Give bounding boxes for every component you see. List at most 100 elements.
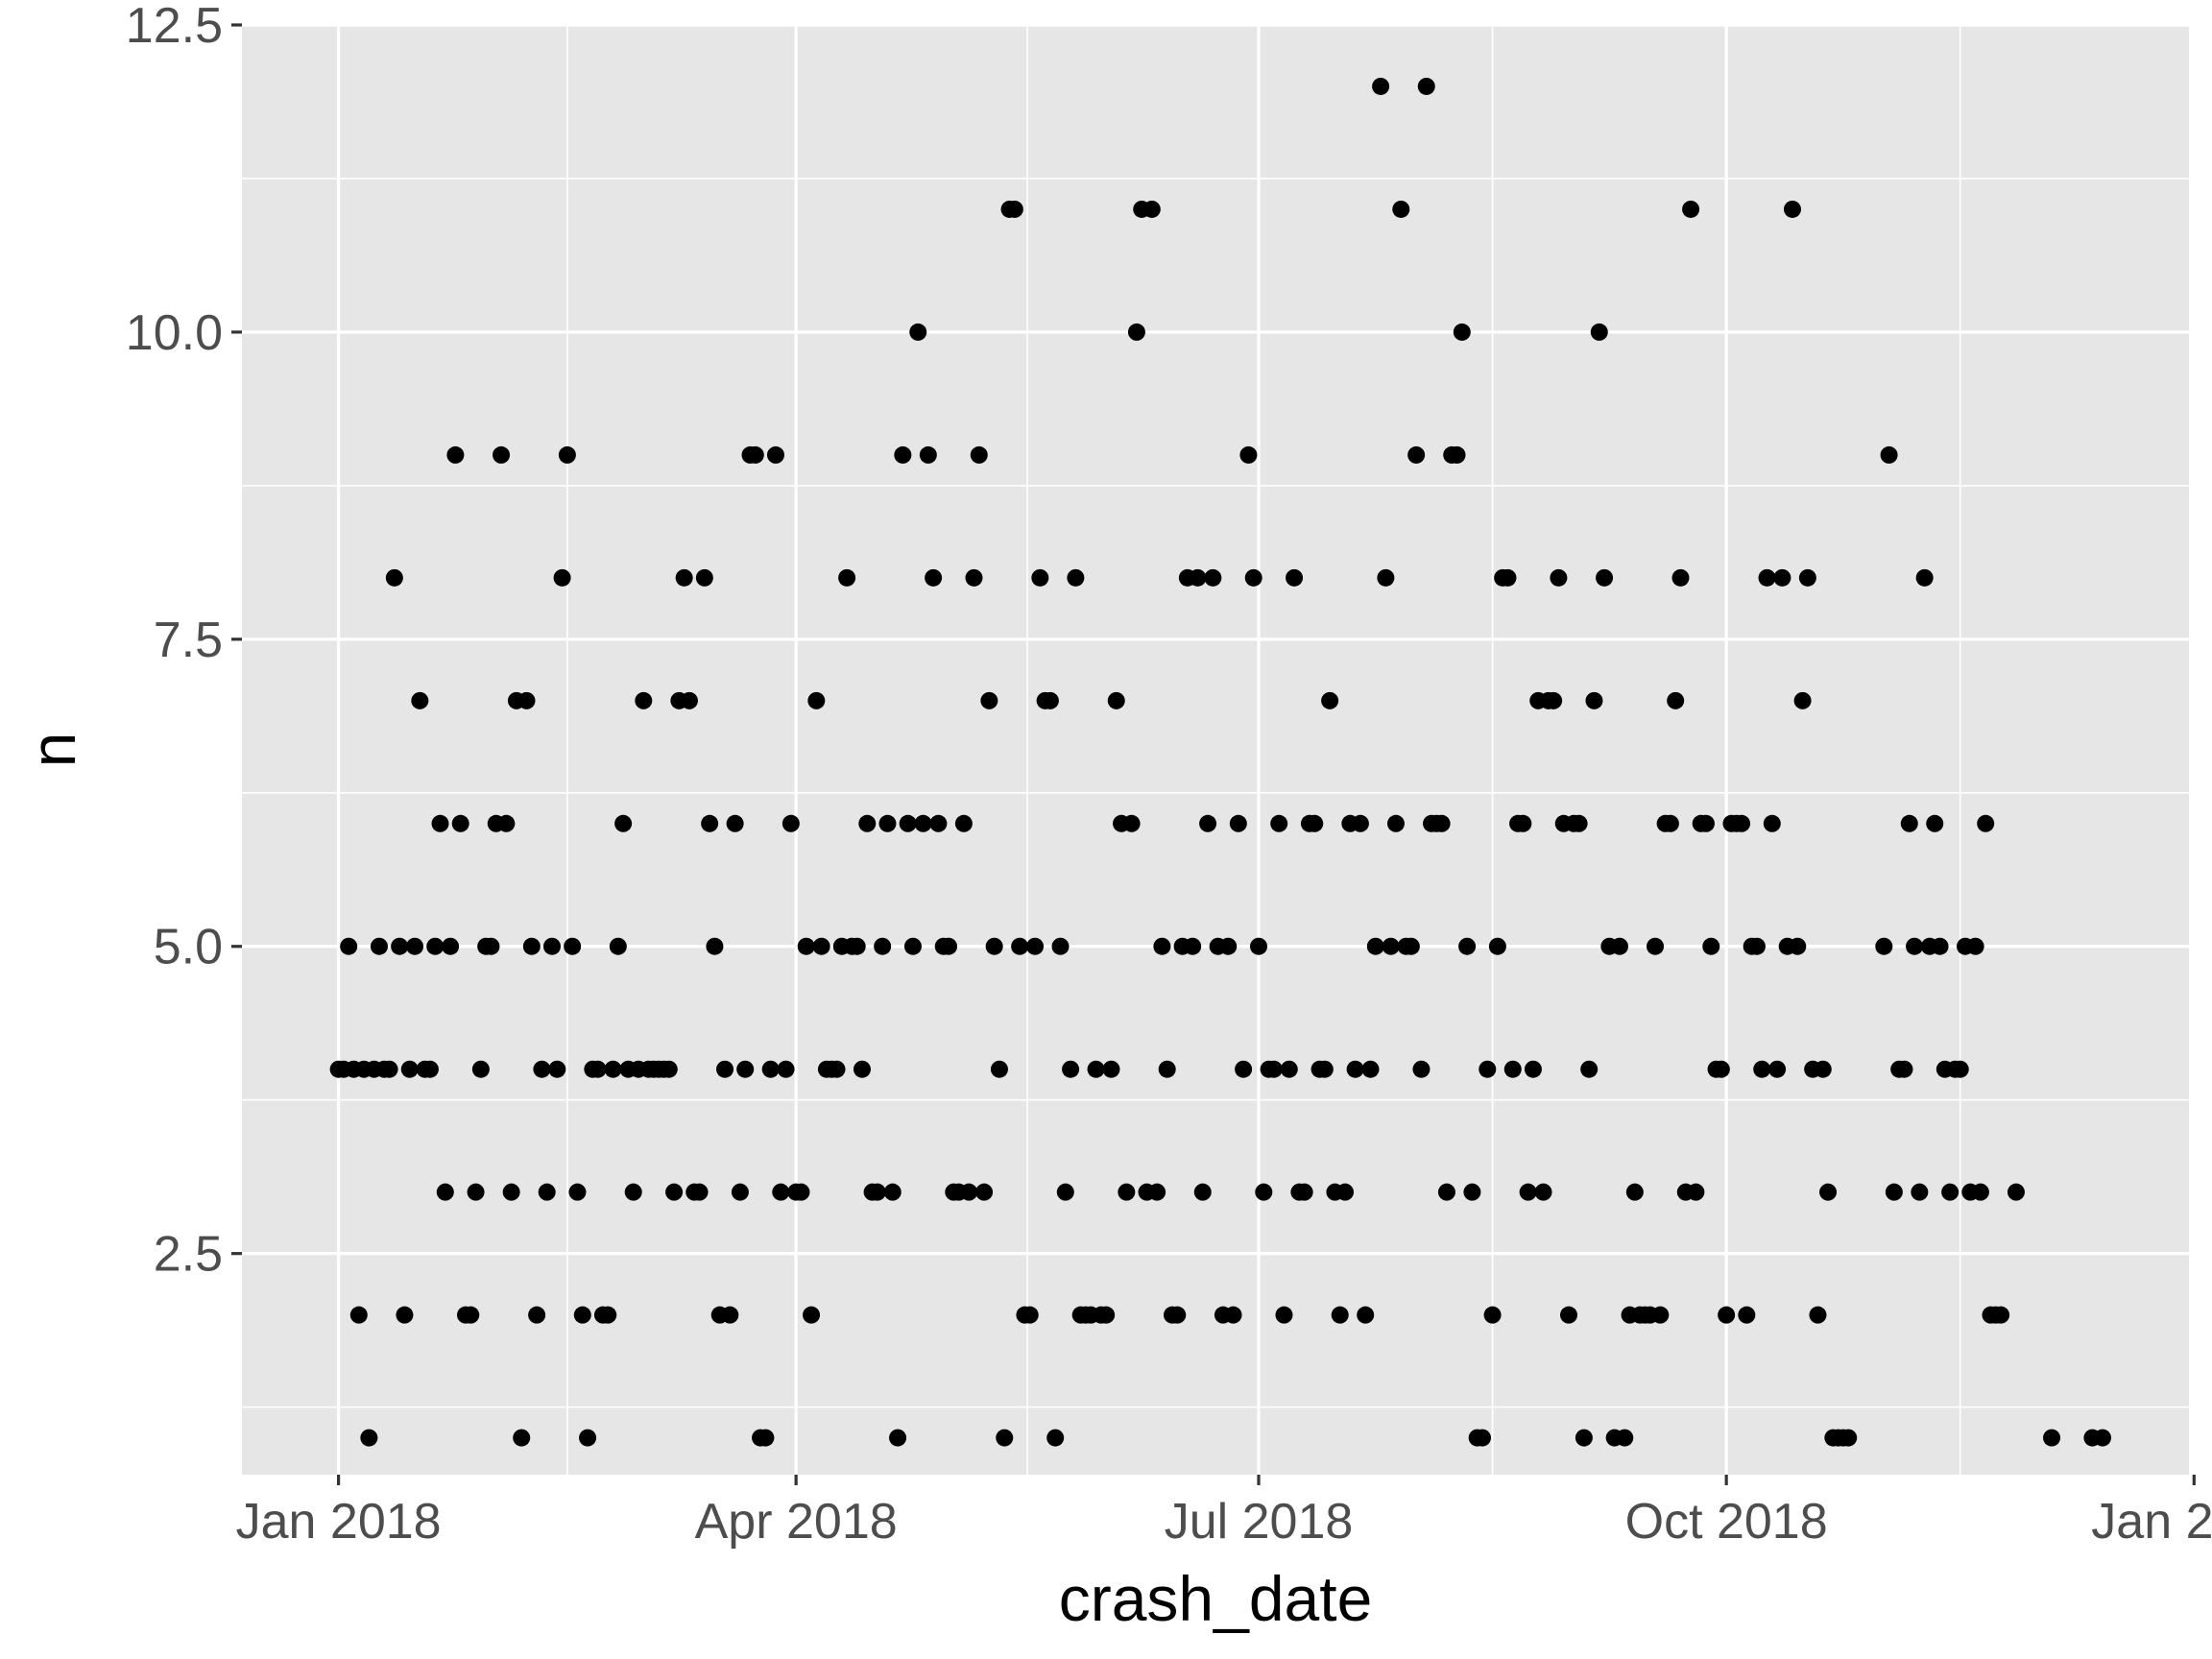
data-point [1783,200,1801,218]
data-point [1239,445,1258,464]
data-point [1361,1060,1380,1078]
data-point [848,937,866,955]
data-point [1931,937,1949,955]
data-point [1199,814,1217,832]
data-point [940,937,958,955]
data-point [1244,568,1262,587]
data-point [1971,1183,1989,1201]
data-point [675,568,693,587]
data-point [1067,568,1085,587]
data-point [1499,568,1517,587]
data-point [385,568,403,587]
data-point [1651,1306,1670,1324]
data-point [1911,1183,1929,1201]
data-point [1488,937,1506,955]
data-point [1056,1183,1074,1201]
data-points [329,77,2111,1447]
grid-minor [242,25,2189,1475]
y-tick-label: 10.0 [126,305,223,361]
data-point [406,937,424,955]
data-point [660,1060,678,1078]
data-point [391,937,409,955]
data-point [1545,691,1563,709]
data-point [1610,937,1628,955]
data-point [1590,323,1608,341]
data-point [1280,1060,1298,1078]
data-point [589,1060,607,1078]
data-point [548,1060,566,1078]
data-point [878,814,897,832]
data-point [462,1306,480,1324]
data-point [1733,814,1751,832]
data-point [1473,1429,1491,1447]
data-point [1503,1060,1522,1078]
data-point [716,1060,734,1078]
data-point [497,814,516,832]
data-point [1087,1060,1105,1078]
data-point [1386,814,1405,832]
data-point [1819,1183,1838,1201]
data-point [838,568,856,587]
data-point [868,1183,886,1201]
data-point [568,1183,587,1201]
data-point [1575,1429,1593,1447]
x-tick-label: Jan 2019 [2091,1494,2212,1550]
data-point [731,1183,749,1201]
data-point [665,1183,684,1201]
data-point [874,937,892,955]
data-point [894,445,912,464]
data-point [975,1183,994,1201]
data-point [1122,814,1141,832]
data-point [797,937,815,955]
x-tick-label: Oct 2018 [1625,1494,1828,1550]
data-point [558,445,576,464]
data-point [803,1306,821,1324]
data-point [1839,1429,1858,1447]
data-point [960,1183,978,1201]
data-point [1524,1060,1542,1078]
data-point [1264,1060,1283,1078]
data-point [970,445,988,464]
data-point [635,691,653,709]
data-point [1773,568,1791,587]
data-point [1351,814,1369,832]
data-point [542,937,561,955]
data-point [954,814,973,832]
data-point [1295,1183,1313,1201]
data-point [1392,200,1410,218]
data-point [493,445,511,464]
data-point [1275,1306,1293,1324]
data-point [1580,1060,1599,1078]
data-point [706,937,724,955]
x-tick-label: Apr 2018 [695,1494,898,1550]
data-point [1026,937,1045,955]
data-point [1306,814,1324,832]
data-point [604,1060,622,1078]
data-point [360,1429,378,1447]
data-point [451,814,469,832]
data-point [564,937,582,955]
data-point [985,937,1003,955]
data-point [1616,1429,1634,1447]
data-point [1747,937,1766,955]
data-point [1926,814,1944,832]
data-point [1647,937,1665,955]
data-point [442,937,460,955]
data-point [1051,937,1070,955]
data-point [1560,1306,1578,1324]
data-point [853,1060,871,1078]
data-point [996,1429,1014,1447]
data-point [781,814,800,832]
data-point [400,1060,419,1078]
data-point [1900,814,1918,832]
data-point [757,1429,775,1447]
data-point [370,937,388,955]
data-point [1204,568,1222,587]
y-tick-label: 2.5 [154,1227,223,1283]
data-point [2093,1429,2111,1447]
data-point [1453,323,1471,341]
data-point [1219,937,1238,955]
data-point [1255,1183,1273,1201]
data-point [1118,1183,1136,1201]
data-point [599,1306,617,1324]
